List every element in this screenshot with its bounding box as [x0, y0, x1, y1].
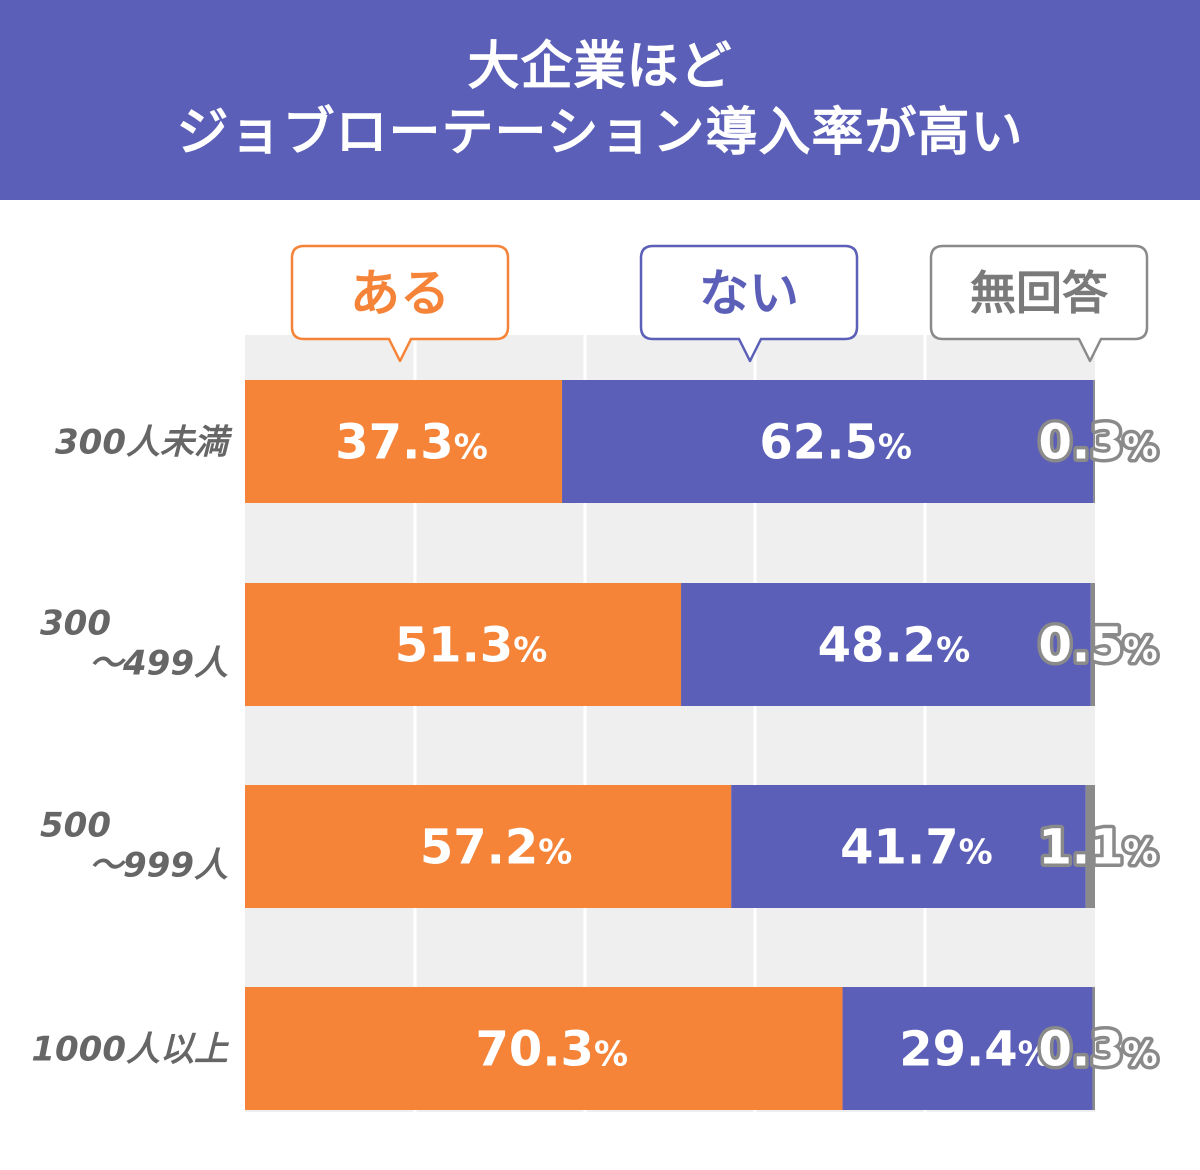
legend-item-3: 無回答: [929, 244, 1149, 363]
bar-segment: [245, 583, 682, 706]
category-label: 1000人以上: [31, 1030, 230, 1070]
bar-segment: [1090, 583, 1095, 706]
legend-item-2: ない: [639, 244, 859, 363]
data-label-aru: 70.3%: [476, 1022, 629, 1078]
legend-label: ない: [699, 265, 799, 323]
data-label-mukaitou: 0.5%: [1038, 618, 1157, 674]
data-label-aru: 37.3%: [335, 415, 488, 471]
category-label-line-2: ～999人: [89, 846, 228, 886]
data-label-mukaitou: 0.3%: [1038, 1022, 1157, 1078]
data-label-mukaitou: 0.3%: [1038, 415, 1157, 471]
bar-segment: [1092, 987, 1095, 1110]
data-label-nai: 29.4%: [899, 1022, 1052, 1078]
bar-segment: [1085, 785, 1095, 908]
category-label-line-2: ～499人: [89, 644, 228, 684]
category-label: 300人未満: [55, 423, 233, 463]
bar-segment: [245, 380, 563, 503]
category-label-line-1: 300: [40, 604, 111, 644]
bar-segment: [562, 380, 1094, 503]
legend-callout-box: [929, 244, 1149, 363]
data-label-nai: 48.2%: [818, 618, 971, 674]
bar-segment: [245, 785, 732, 908]
category-label-line-1: 500: [40, 806, 111, 846]
bar-segment: [1093, 380, 1095, 503]
bar-segment: [842, 987, 1093, 1110]
legend-item-1: ある: [290, 244, 510, 363]
chart-title-line-1: 大企業ほど: [467, 37, 733, 97]
legend-callout-box: [639, 244, 859, 363]
bar-segment: [681, 583, 1091, 706]
bar-segment: [731, 785, 1086, 908]
data-label-aru: 57.2%: [420, 820, 573, 876]
legend-callout-box: [290, 244, 510, 363]
data-label-nai: 41.7%: [840, 820, 993, 876]
legend-label: ある: [350, 265, 450, 323]
data-label-aru: 51.3%: [395, 618, 548, 674]
data-label-nai: 62.5%: [759, 415, 912, 471]
bar-segment: [245, 987, 843, 1110]
legend-label: 無回答: [970, 266, 1109, 320]
chart-title-line-2: ジョブローテーション導入率が高い: [176, 103, 1024, 163]
data-label-mukaitou: 1.1%: [1038, 820, 1157, 876]
chart-title-banner: 大企業ほど ジョブローテーション導入率が高い: [0, 0, 1200, 200]
